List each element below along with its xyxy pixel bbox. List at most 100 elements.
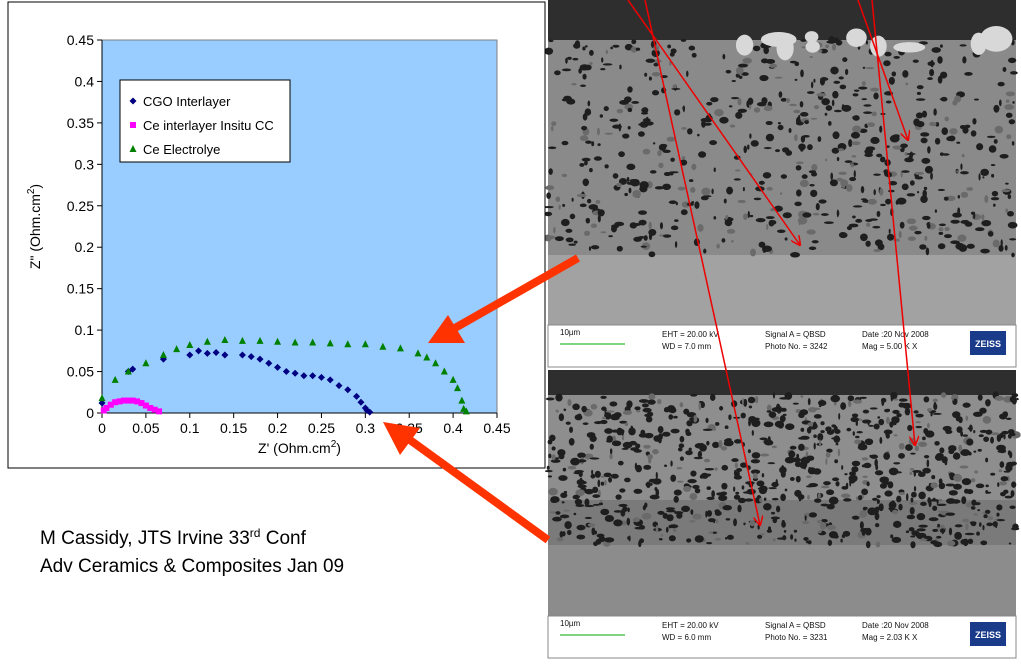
sem-pore — [818, 199, 826, 203]
sem-pore — [544, 206, 554, 208]
sem-pore — [820, 77, 828, 81]
y-tick-label: 0.15 — [67, 281, 94, 297]
sem-grain — [980, 26, 1012, 52]
sem-pore — [930, 411, 932, 416]
sem-pore — [898, 504, 902, 511]
sem-pore — [891, 394, 893, 402]
sem-pore — [831, 424, 836, 427]
sem-pore — [629, 535, 631, 541]
sem-pore — [648, 393, 655, 400]
sem-pore — [686, 71, 688, 77]
sem-pore — [629, 179, 639, 182]
sem-pore — [647, 400, 655, 405]
sem-pore — [562, 501, 565, 503]
sem-pore — [836, 40, 843, 46]
sem-pore — [1006, 91, 1015, 96]
sem-pore — [898, 453, 905, 459]
sem-pore — [954, 96, 961, 103]
sem-pore — [924, 236, 927, 241]
sem-pore — [575, 504, 584, 507]
sem-pore — [573, 513, 576, 515]
sem-pore — [852, 125, 861, 132]
sem-pore — [675, 241, 677, 248]
sem-pore — [568, 466, 576, 470]
sem-pore — [734, 178, 741, 180]
sem-pore — [966, 416, 969, 421]
sem-pore — [832, 148, 840, 154]
sem-pore — [829, 497, 839, 505]
sem-pore — [876, 495, 880, 498]
sem-pore — [585, 65, 592, 71]
sem-pore — [801, 136, 805, 143]
sem-pore — [662, 150, 670, 153]
sem-pore — [938, 511, 946, 513]
sem-pore — [952, 499, 961, 503]
sem-pore — [871, 112, 876, 117]
sem-pore — [817, 530, 821, 533]
label-text: ) — [336, 440, 341, 456]
sem-pore — [919, 539, 927, 541]
label-text: ) — [27, 184, 43, 189]
sem-pore — [986, 522, 993, 526]
sem-pore — [557, 537, 564, 541]
sem-pore — [719, 440, 723, 448]
sem-pore — [574, 470, 583, 473]
sem-pore — [606, 50, 608, 54]
sem-pore — [567, 57, 572, 60]
sem-pore — [933, 498, 936, 500]
sem-pore — [669, 200, 677, 204]
sem-image: 10µmEHT = 20.00 kVWD = 6.0 mmSignal A = … — [545, 370, 1021, 658]
sem-pore — [1008, 429, 1015, 434]
sem-pore — [703, 195, 712, 197]
sem-pore — [953, 452, 960, 459]
sem-pore — [999, 469, 1003, 472]
sem-pore — [918, 492, 925, 500]
sem-pore — [972, 118, 976, 124]
sem-pore — [679, 443, 685, 448]
sem-pore — [585, 108, 592, 115]
sem-pore — [782, 147, 789, 152]
sem-pore — [991, 174, 994, 178]
sem-pore — [829, 531, 838, 538]
sem-pore — [998, 82, 1005, 87]
sem-pore — [605, 515, 614, 522]
sem-pore — [633, 517, 640, 522]
sem-signal: Signal A = QBSD — [765, 330, 826, 339]
sem-pore — [743, 187, 745, 191]
sem-pore — [607, 436, 613, 443]
sem-pore — [821, 504, 829, 507]
sem-pore — [731, 97, 739, 99]
x-tick-label: 0.2 — [268, 420, 288, 436]
sem-pore — [730, 124, 735, 127]
sem-pore — [807, 144, 813, 150]
sem-pore — [844, 473, 847, 475]
sem-pore — [944, 234, 952, 238]
sem-pore — [580, 204, 587, 208]
sem-pore — [567, 399, 571, 406]
sem-pore — [783, 212, 792, 218]
sem-pore — [640, 181, 649, 189]
sem-pore — [643, 465, 651, 470]
sem-pore — [588, 523, 596, 526]
sem-pore — [936, 456, 940, 458]
sem-pore — [945, 460, 948, 465]
sem-pore — [577, 459, 587, 462]
sem-pore — [843, 498, 851, 501]
sem-pore — [962, 56, 966, 63]
sem-pore — [868, 199, 877, 205]
sem-pore — [627, 507, 629, 512]
sem-pore — [907, 218, 917, 224]
sem-grain — [736, 35, 753, 56]
sem-pore — [703, 249, 706, 254]
sem-pore — [909, 225, 918, 230]
sem-pore — [601, 482, 604, 486]
sem-pore — [931, 475, 935, 479]
sem-pore — [644, 235, 648, 241]
sem-pore — [974, 98, 979, 100]
sem-pore — [620, 509, 625, 516]
sem-pore — [683, 105, 685, 112]
sem-pore — [785, 489, 788, 492]
sem-pore — [853, 399, 862, 403]
sem-pore — [674, 511, 683, 514]
sem-pore — [925, 430, 934, 437]
